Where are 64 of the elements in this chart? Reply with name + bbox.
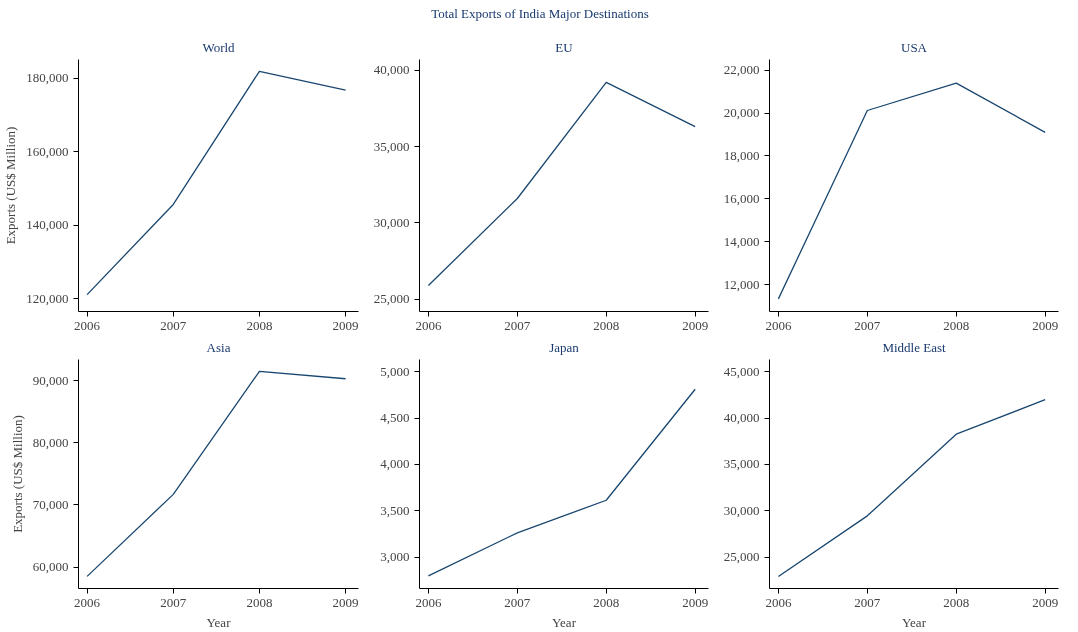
x-tick-label: 2008 [943, 317, 970, 333]
y-tick-label: 140,000 [26, 217, 69, 233]
x-tick-label: 2007 [854, 317, 881, 333]
x-tick-label: 2006 [74, 594, 101, 610]
chart-title: USA [901, 39, 928, 55]
x-tick-label: 2009 [682, 317, 709, 333]
x-tick-label: 2008 [593, 594, 620, 610]
x-tick-label: 2006 [415, 594, 442, 610]
x-tick-label: 2008 [246, 594, 273, 610]
y-tick-label: 35,000 [723, 456, 760, 472]
chart-title: Asia [206, 339, 231, 355]
y-tick-label: 45,000 [723, 363, 760, 379]
y-axis-title: Exports (US$ Million) [9, 415, 25, 533]
y-tick-label: 90,000 [32, 372, 69, 388]
y-tick-label: 12,000 [723, 276, 760, 292]
y-tick-label: 60,000 [32, 559, 69, 575]
chart-title: EU [555, 39, 574, 55]
x-tick-label: 2006 [74, 317, 101, 333]
x-tick-label: 2008 [593, 317, 620, 333]
y-tick-label: 160,000 [26, 143, 69, 159]
x-tick-label: 2007 [504, 317, 531, 333]
chart-title: World [202, 39, 236, 55]
y-tick-label: 35,000 [373, 138, 410, 154]
chart-title: Middle East [882, 339, 946, 355]
y-tick-label: 20,000 [723, 105, 760, 121]
y-axis-title: Exports (US$ Million) [3, 126, 19, 245]
y-tick-label: 25,000 [723, 549, 760, 565]
x-axis-title: Year [902, 614, 927, 630]
x-tick-label: 2008 [943, 594, 970, 610]
y-tick-label: 180,000 [26, 70, 69, 86]
y-tick-label: 40,000 [373, 62, 410, 78]
y-tick-label: 40,000 [723, 410, 760, 426]
y-tick-label: 30,000 [373, 214, 410, 230]
x-axis-title: Year [552, 614, 577, 630]
x-tick-label: 2006 [415, 317, 442, 333]
x-tick-label: 2006 [765, 317, 792, 333]
x-tick-label: 2006 [765, 594, 792, 610]
y-tick-label: 3,500 [380, 502, 410, 518]
x-tick-label: 2007 [160, 594, 187, 610]
x-tick-label: 2009 [332, 594, 359, 610]
x-tick-label: 2009 [1032, 594, 1059, 610]
x-tick-label: 2007 [160, 317, 187, 333]
x-tick-label: 2009 [1032, 317, 1059, 333]
text: Total Exports of India Major Destinations [431, 5, 649, 23]
x-tick-label: 2008 [246, 317, 273, 333]
x-axis-title: Year [206, 614, 232, 630]
y-tick-label: 30,000 [723, 502, 760, 518]
y-tick-label: 22,000 [723, 62, 760, 78]
y-tick-label: 70,000 [32, 496, 69, 512]
x-tick-label: 2007 [854, 594, 881, 610]
y-tick-label: 4,500 [380, 410, 410, 426]
y-tick-label: 80,000 [32, 434, 69, 450]
x-tick-label: 2007 [504, 594, 531, 610]
y-tick-label: 3,000 [380, 549, 410, 565]
y-tick-label: 14,000 [723, 233, 760, 249]
y-tick-label: 4,000 [380, 456, 410, 472]
y-tick-label: 5,000 [380, 363, 410, 379]
y-tick-label: 18,000 [723, 147, 760, 163]
x-tick-label: 2009 [682, 594, 709, 610]
y-tick-label: 25,000 [373, 291, 410, 307]
y-tick-label: 120,000 [26, 290, 69, 306]
y-tick-label: 16,000 [723, 190, 760, 206]
x-tick-label: 2009 [332, 317, 359, 333]
chart-title: Japan [549, 339, 580, 355]
